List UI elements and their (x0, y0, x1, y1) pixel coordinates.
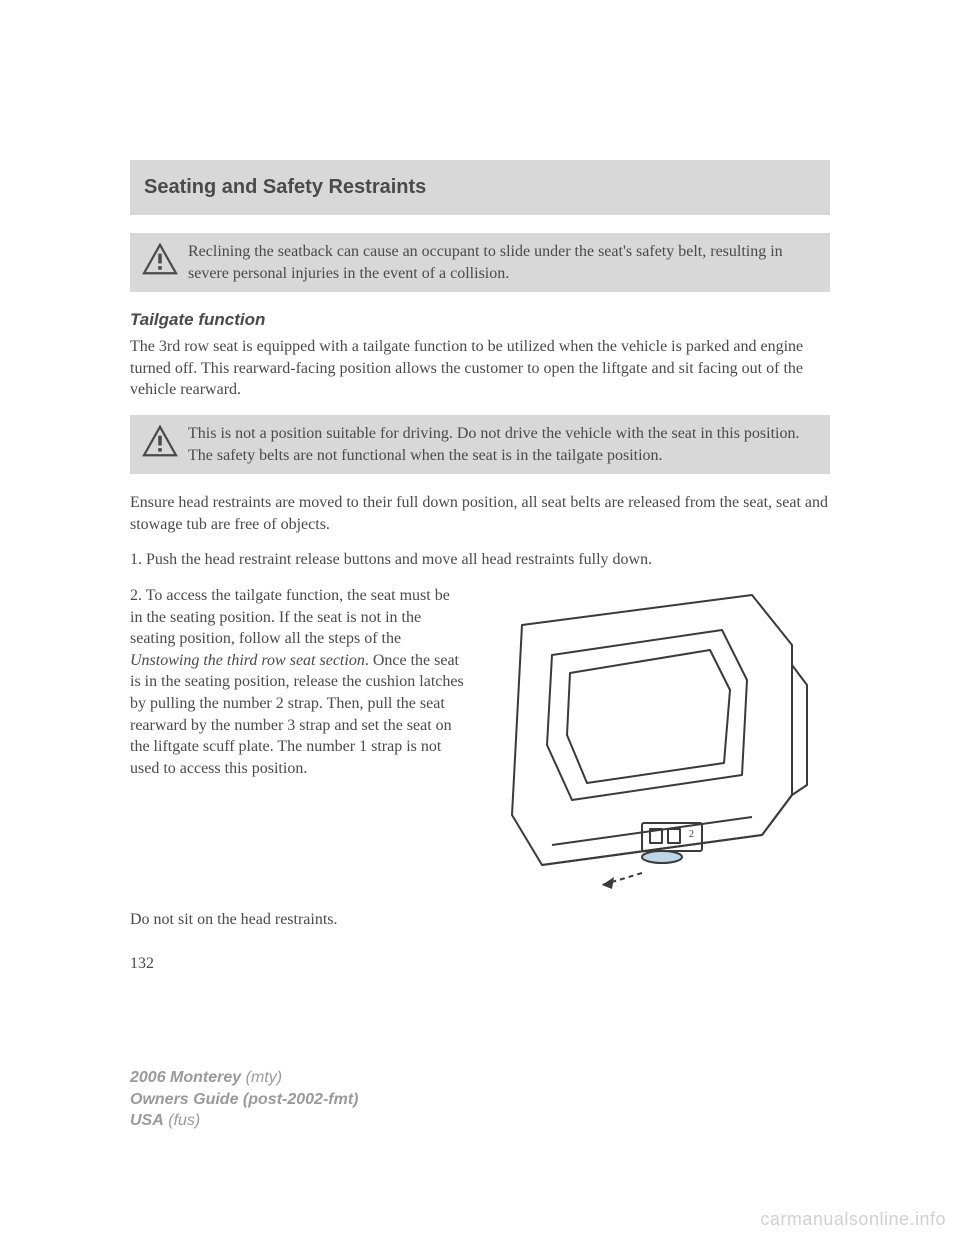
watermark: carmanualsonline.info (760, 1209, 946, 1230)
seat-diagram: 2 (484, 585, 830, 895)
step2-part-a: 2. To access the tailgate function, the … (130, 587, 450, 647)
footer-line-2: Owners Guide (post-2002-fmt) (130, 1089, 358, 1111)
footer-model: 2006 Monterey (130, 1069, 241, 1086)
step-1: 1. Push the head restraint release butto… (130, 549, 830, 571)
footer-model-code: (mty) (246, 1069, 282, 1086)
step-2-row: 2. To access the tailgate function, the … (130, 585, 830, 895)
footer-line-3: USA (fus) (130, 1110, 358, 1132)
warning-text-2: This is not a position suitable for driv… (188, 423, 818, 466)
footer-guide: Owners Guide (post-2002-fmt) (130, 1091, 358, 1108)
section-header: Seating and Safety Restraints (130, 160, 830, 215)
footer-line-1: 2006 Monterey (mty) (130, 1067, 358, 1089)
section-title: Seating and Safety Restraints (144, 176, 816, 199)
warning-box-2: This is not a position suitable for driv… (130, 415, 830, 474)
intro-paragraph: The 3rd row seat is equipped with a tail… (130, 336, 830, 401)
step2-part-b: . Once the seat is in the seating positi… (130, 652, 464, 777)
warning-text-1: Reclining the seatback can cause an occu… (188, 241, 818, 284)
step2-italic: Unstowing the third row seat section (130, 652, 365, 669)
step-2-text: 2. To access the tailgate function, the … (130, 585, 466, 895)
svg-text:2: 2 (689, 829, 694, 840)
footer-region: USA (130, 1112, 164, 1129)
warning-triangle-icon (142, 243, 178, 275)
footer-block: 2006 Monterey (mty) Owners Guide (post-2… (130, 1067, 358, 1132)
warning-triangle-icon (142, 425, 178, 457)
paragraph-last: Do not sit on the head restraints. (130, 909, 830, 931)
footer-region-code: (fus) (168, 1112, 200, 1129)
seat-illustration-icon: 2 (492, 585, 822, 895)
subheading-tailgate: Tailgate function (130, 310, 830, 330)
page-number: 132 (130, 955, 830, 973)
paragraph-ensure: Ensure head restraints are moved to thei… (130, 492, 830, 535)
warning-box-1: Reclining the seatback can cause an occu… (130, 233, 830, 292)
